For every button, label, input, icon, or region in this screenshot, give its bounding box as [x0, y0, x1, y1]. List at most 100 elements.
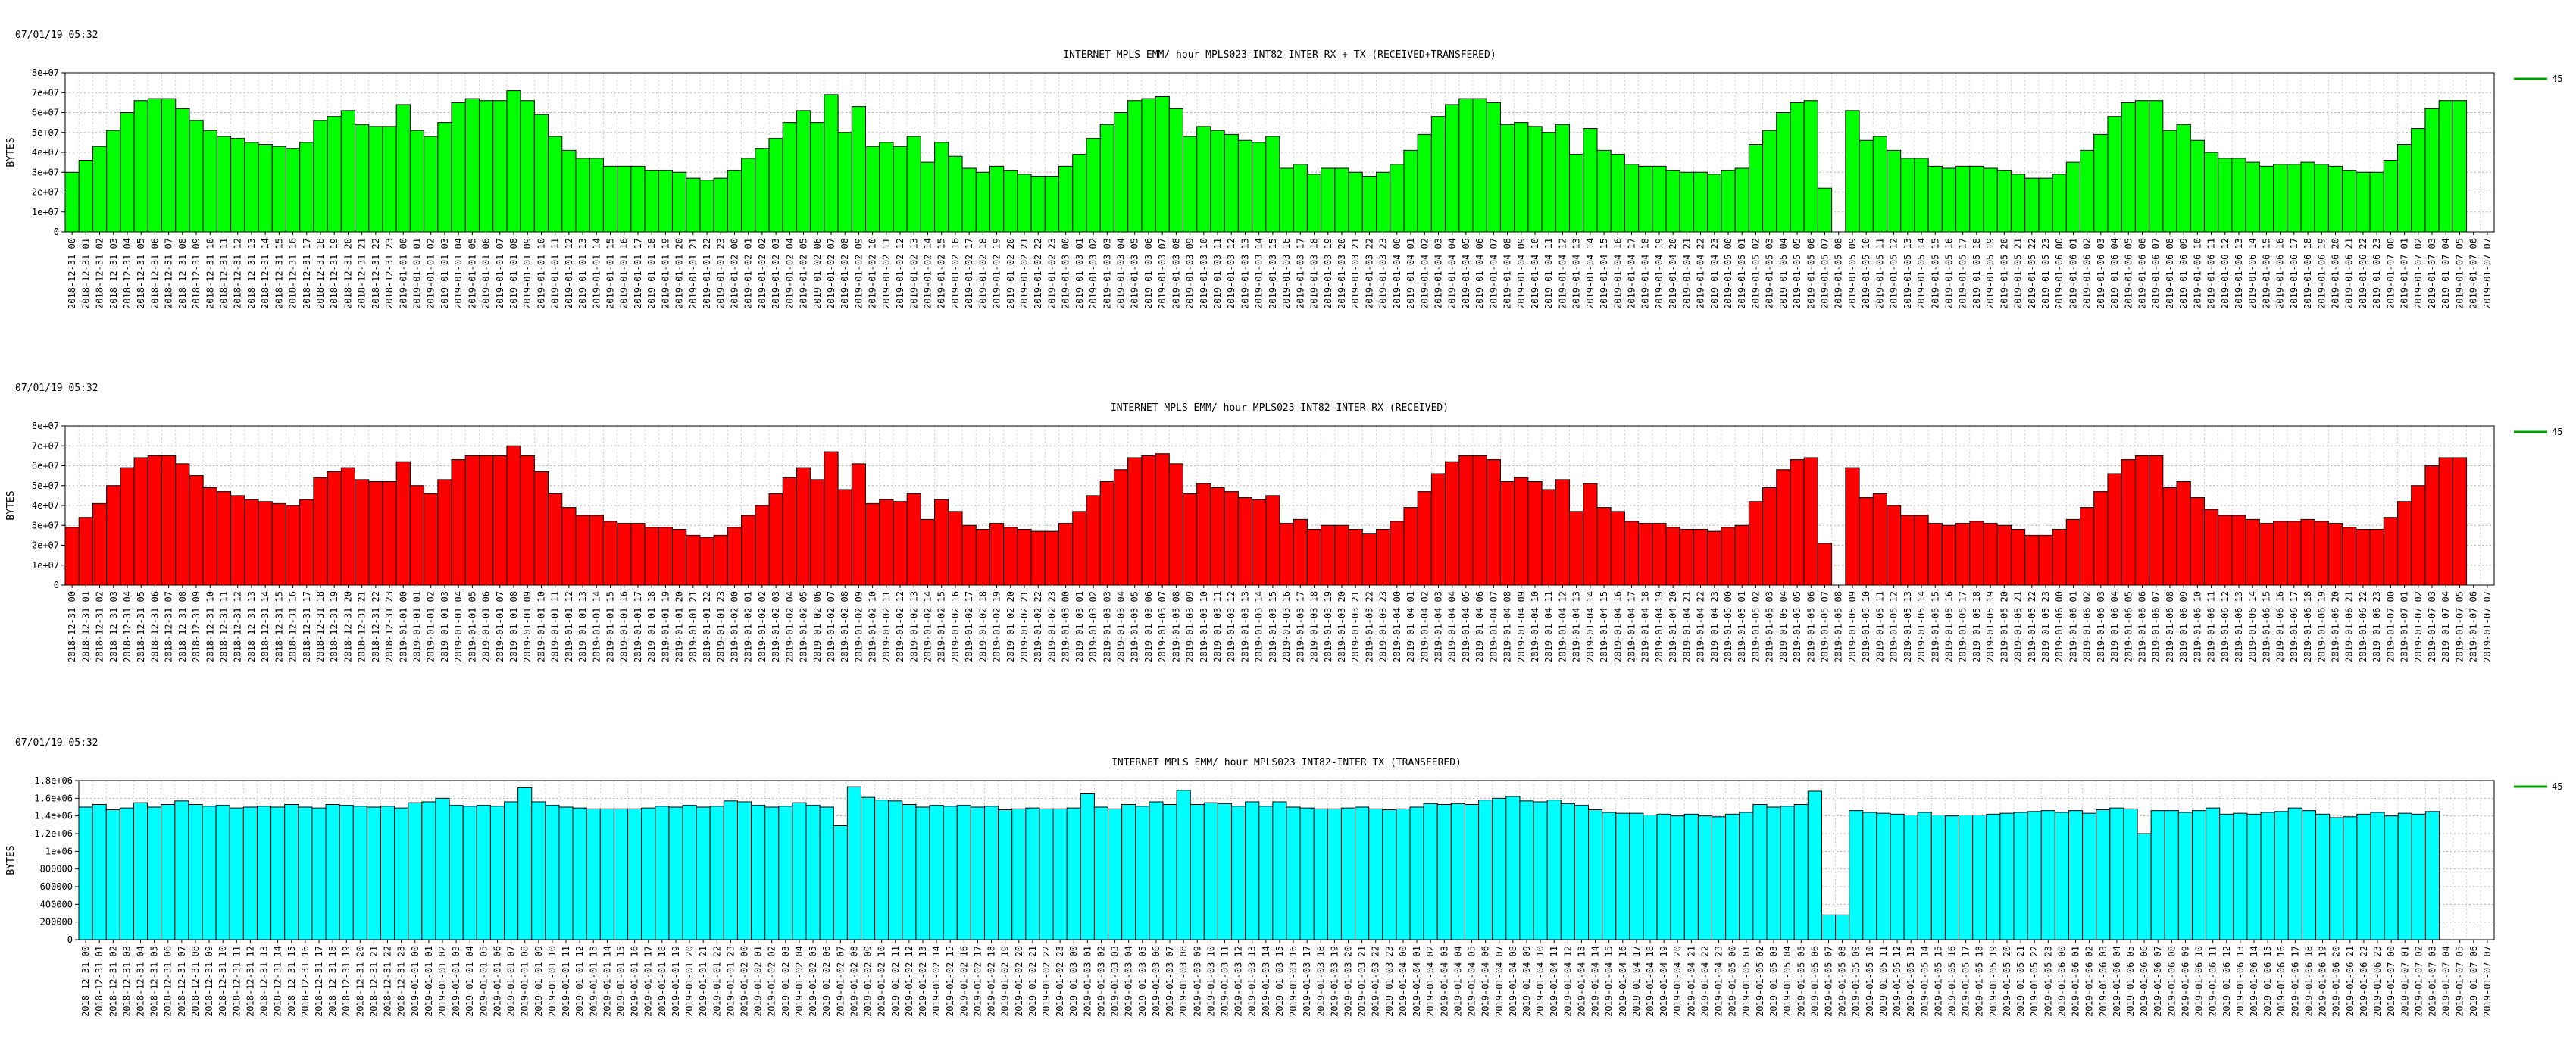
x-tick-label: 2019-01-07 07 [2482, 591, 2493, 662]
x-tick-label: 2019-01-03 20 [1336, 591, 1347, 662]
x-tick-label: 2018-12-31 03 [108, 238, 119, 309]
x-tick-label: 2019-01-07 01 [2399, 946, 2410, 1017]
x-tick-label: 2019-01-04 10 [1535, 946, 1546, 1017]
bar [723, 800, 738, 940]
x-tick-label: 2019-01-01 17 [643, 946, 654, 1017]
bar [1602, 812, 1617, 940]
x-tick-label: 2019-01-06 06 [2139, 946, 2149, 1017]
x-tick-label: 2019-01-02 17 [964, 591, 974, 662]
x-tick-label: 2019-01-02 05 [799, 591, 809, 662]
x-tick-label: 2019-01-01 07 [495, 238, 505, 309]
bar [782, 477, 797, 586]
x-tick-label: 2019-01-04 14 [1585, 238, 1596, 309]
x-tick-label: 2019-01-02 14 [922, 238, 933, 309]
bar [1237, 139, 1253, 233]
x-tick-label: 2019-01-04 10 [1530, 591, 1540, 662]
x-tick-label: 2019-01-01 14 [602, 946, 612, 1017]
x-tick-label: 2018-12-31 20 [342, 238, 353, 309]
x-tick-label: 2019-01-03 12 [1226, 238, 1236, 309]
bar [2038, 177, 2053, 233]
x-tick-label: 2019-01-03 00 [1061, 591, 1071, 662]
bar [1519, 800, 1534, 940]
bar [548, 493, 563, 586]
x-tick-label: 2019-01-02 07 [835, 946, 846, 1017]
bar [339, 805, 354, 940]
x-tick-label: 2019-01-05 17 [1958, 591, 1968, 662]
bar [2342, 527, 2357, 586]
bar [2150, 810, 2165, 940]
bar [2343, 816, 2358, 940]
x-tick-label: 2019-01-06 20 [2331, 591, 2341, 662]
bar [1458, 455, 1474, 586]
bar [1615, 812, 1630, 940]
x-tick-label: 2019-01-05 14 [1916, 591, 1927, 662]
x-tick-label: 2019-01-07 04 [2440, 238, 2451, 309]
bar [489, 806, 505, 940]
bar [2082, 812, 2097, 940]
y-tick-label: 600000 [40, 881, 73, 892]
bar [421, 801, 436, 940]
x-tick-label: 2019-01-05 08 [1834, 238, 1844, 309]
x-tick-label: 2019-01-01 20 [674, 238, 685, 309]
bar [998, 809, 1013, 940]
y-tick-label: 5e+07 [32, 480, 59, 491]
bar [1390, 521, 1405, 586]
bar [1652, 523, 1667, 586]
bar [1766, 806, 1781, 940]
x-tick-label: 2019-01-05 20 [2002, 946, 2012, 1017]
x-tick-label: 2018-12-31 15 [274, 591, 284, 662]
bar [1803, 457, 1818, 586]
x-tick-label: 2019-01-03 03 [1110, 946, 1121, 1017]
bar [1272, 801, 1287, 940]
bar [1959, 815, 1974, 940]
x-tick-label: 2018-12-31 11 [218, 591, 229, 662]
bar [1596, 149, 1612, 233]
bar [764, 806, 780, 940]
x-tick-label: 2019-01-05 21 [2015, 946, 2026, 1017]
x-tick-label: 2019-01-03 04 [1116, 238, 1127, 309]
bar [189, 120, 204, 233]
bar [1252, 499, 1267, 586]
x-tick-label: 2019-01-03 22 [1371, 946, 1381, 1017]
x-tick-label: 2019-01-03 18 [1309, 591, 1320, 662]
x-tick-label: 2018-12-31 04 [122, 238, 133, 309]
bar [1900, 515, 1915, 586]
bar [589, 158, 604, 233]
x-tick-label: 2019-01-06 23 [2371, 591, 2382, 662]
bar [161, 455, 177, 586]
x-tick-label: 2019-01-01 22 [702, 238, 712, 309]
x-tick-label: 2019-01-06 14 [2247, 238, 2258, 309]
bar [1044, 530, 1060, 586]
bar [851, 106, 867, 233]
x-tick-label: 2018-12-31 11 [231, 946, 242, 1017]
x-tick-label: 2019-01-03 09 [1192, 946, 1202, 1017]
bar [2231, 515, 2246, 586]
bar [2024, 177, 2040, 233]
bar [1859, 139, 1874, 233]
x-tick-label: 2019-01-06 15 [2261, 591, 2271, 662]
bar [1162, 804, 1177, 940]
bar [699, 180, 714, 233]
bar [1996, 524, 2012, 586]
bar [888, 800, 903, 940]
bar [2231, 158, 2246, 233]
y-tick-label: 1.6e+06 [34, 793, 73, 803]
bar [380, 806, 395, 940]
x-tick-label: 2019-01-06 08 [2165, 591, 2175, 662]
x-tick-label: 2019-01-01 12 [574, 946, 585, 1017]
bar [2164, 810, 2179, 940]
bar [520, 100, 535, 233]
y-tick-label: 1e+06 [45, 846, 73, 856]
x-tick-label: 2019-01-01 22 [711, 946, 722, 1017]
x-tick-label: 2019-01-02 05 [808, 946, 818, 1017]
x-tick-label: 2018-12-31 02 [95, 238, 105, 309]
x-tick-label: 2018-12-31 06 [149, 238, 160, 309]
x-tick-label: 2019-01-02 06 [812, 238, 823, 309]
x-tick-label: 2019-01-04 09 [1516, 238, 1527, 309]
bar [2396, 144, 2412, 233]
x-tick-label: 2019-01-04 21 [1681, 591, 1692, 662]
x-tick-label: 2019-01-06 11 [2208, 946, 2218, 1017]
bar [1930, 815, 1946, 940]
bar [796, 110, 811, 233]
bar [989, 523, 1005, 586]
